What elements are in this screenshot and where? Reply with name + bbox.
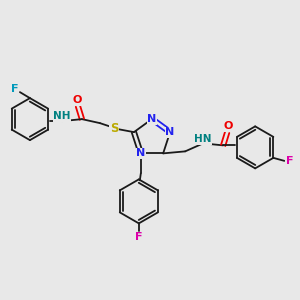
Text: NH: NH (53, 111, 71, 121)
Text: F: F (286, 156, 293, 166)
Text: F: F (135, 232, 142, 242)
Text: HN: HN (194, 134, 212, 144)
Text: N: N (165, 127, 175, 137)
Text: O: O (72, 95, 82, 105)
Text: S: S (110, 122, 118, 135)
Text: O: O (224, 122, 233, 131)
Text: N: N (147, 114, 157, 124)
Text: F: F (11, 84, 19, 94)
Text: N: N (136, 148, 146, 158)
